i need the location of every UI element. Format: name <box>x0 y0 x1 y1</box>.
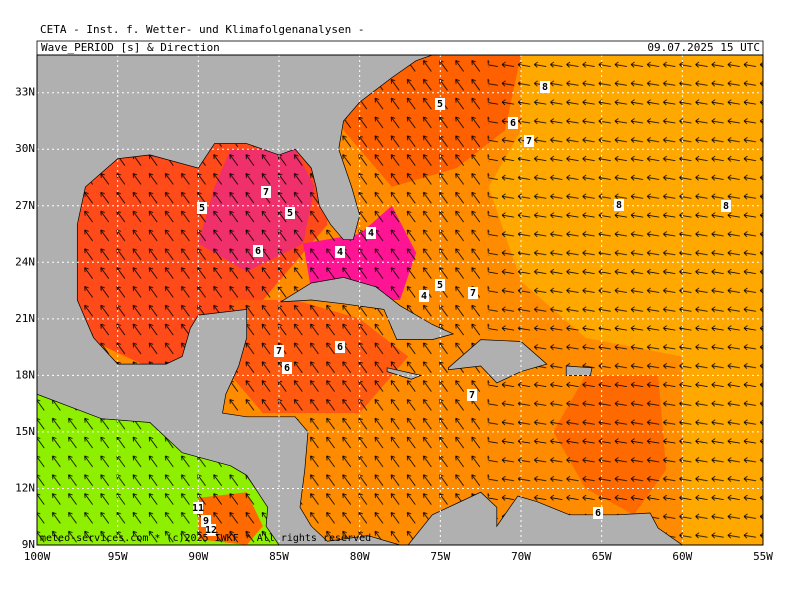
contour-label-box <box>721 200 731 212</box>
contour-label: 5 <box>437 280 443 291</box>
lon-tick-label: 90W <box>188 550 208 563</box>
contour-label-box <box>285 207 295 219</box>
contour-label: 5 <box>199 203 205 214</box>
lon-tick-label: 95W <box>108 550 128 563</box>
contour-label: 8 <box>723 201 729 212</box>
contour-label-box <box>197 202 207 214</box>
lat-tick-label: 30N <box>15 142 35 155</box>
contour-label: 11 <box>192 503 204 514</box>
contour-label-box <box>274 345 284 357</box>
contour-label-box <box>366 227 376 239</box>
lat-tick-label: 12N <box>15 481 35 494</box>
contour-label-box <box>206 524 216 536</box>
contour-label-box <box>335 341 345 353</box>
direction-arrows <box>488 55 763 545</box>
lat-tick-label: 21N <box>15 312 35 325</box>
contour-label-box <box>540 81 550 93</box>
lon-tick-label: 85W <box>269 550 289 563</box>
institute-title: CETA - Inst. f. Wetter- und Klimafolgena… <box>40 23 365 36</box>
contour-label-box <box>593 507 603 519</box>
contour-label: 8 <box>616 200 622 211</box>
land-south-america <box>407 491 683 545</box>
contour-label-box <box>614 199 624 211</box>
contour-label-box <box>335 246 345 258</box>
contour-label: 6 <box>284 363 290 374</box>
contour-label-box <box>193 502 203 514</box>
contour-label: 6 <box>510 118 516 129</box>
contour-label: 5 <box>287 208 293 219</box>
contour-label: 6 <box>255 246 261 257</box>
contour-label: 7 <box>469 390 475 401</box>
contour-label: 4 <box>337 247 343 258</box>
land-cuba <box>280 277 455 340</box>
lon-tick-label: 65W <box>592 550 612 563</box>
contour-label: 7 <box>526 136 532 147</box>
contour-label: 6 <box>337 342 343 353</box>
contour-label: 9 <box>203 516 209 527</box>
contour-label-box <box>435 279 445 291</box>
contour-label: 7 <box>276 346 282 357</box>
contour-label: 12 <box>205 525 217 536</box>
contour-label: 5 <box>437 99 443 110</box>
contour-label-box <box>282 362 292 374</box>
timestamp: 09.07.2025 15 UTC <box>647 41 760 54</box>
product-title: Wave_PERIOD [s] & Direction <box>41 41 220 54</box>
contour-label: 7 <box>470 288 476 299</box>
frame <box>36 54 764 546</box>
lat-tick-label: 24N <box>15 255 35 268</box>
contour-label-box <box>524 135 534 147</box>
lat-tick-label: 15N <box>15 425 35 438</box>
contour-label: 7 <box>263 187 269 198</box>
copyright: meteo-services.com * (c)2025 IWKF * All … <box>40 533 371 544</box>
lon-tick-label: 60W <box>672 550 692 563</box>
lon-tick-label: 80W <box>350 550 370 563</box>
lon-tick-label: 100W <box>24 550 51 563</box>
lat-tick-label: 27N <box>15 199 35 212</box>
lon-tick-label: 70W <box>511 550 531 563</box>
contour-label-box <box>468 287 478 299</box>
contour-label: 8 <box>542 82 548 93</box>
lon-tick-label: 55W <box>753 550 773 563</box>
lat-tick-label: 9N <box>22 538 35 551</box>
contour-label-box <box>435 98 445 110</box>
contour-label-box <box>419 290 429 302</box>
land-jamaica <box>386 367 423 380</box>
contour-label: 4 <box>368 228 374 239</box>
contour-label: 4 <box>421 291 427 302</box>
contour-label-box <box>261 186 271 198</box>
contour-label-box <box>201 515 211 527</box>
contour-label-box <box>467 389 477 401</box>
land-puerto-rico <box>565 365 593 376</box>
contour-label-box <box>253 245 263 257</box>
contour-label-box <box>508 117 518 129</box>
lat-tick-label: 18N <box>15 368 35 381</box>
land-north-america <box>37 55 433 545</box>
lon-tick-label: 75W <box>430 550 450 563</box>
contour-label: 6 <box>595 508 601 519</box>
lat-tick-label: 33N <box>15 86 35 99</box>
